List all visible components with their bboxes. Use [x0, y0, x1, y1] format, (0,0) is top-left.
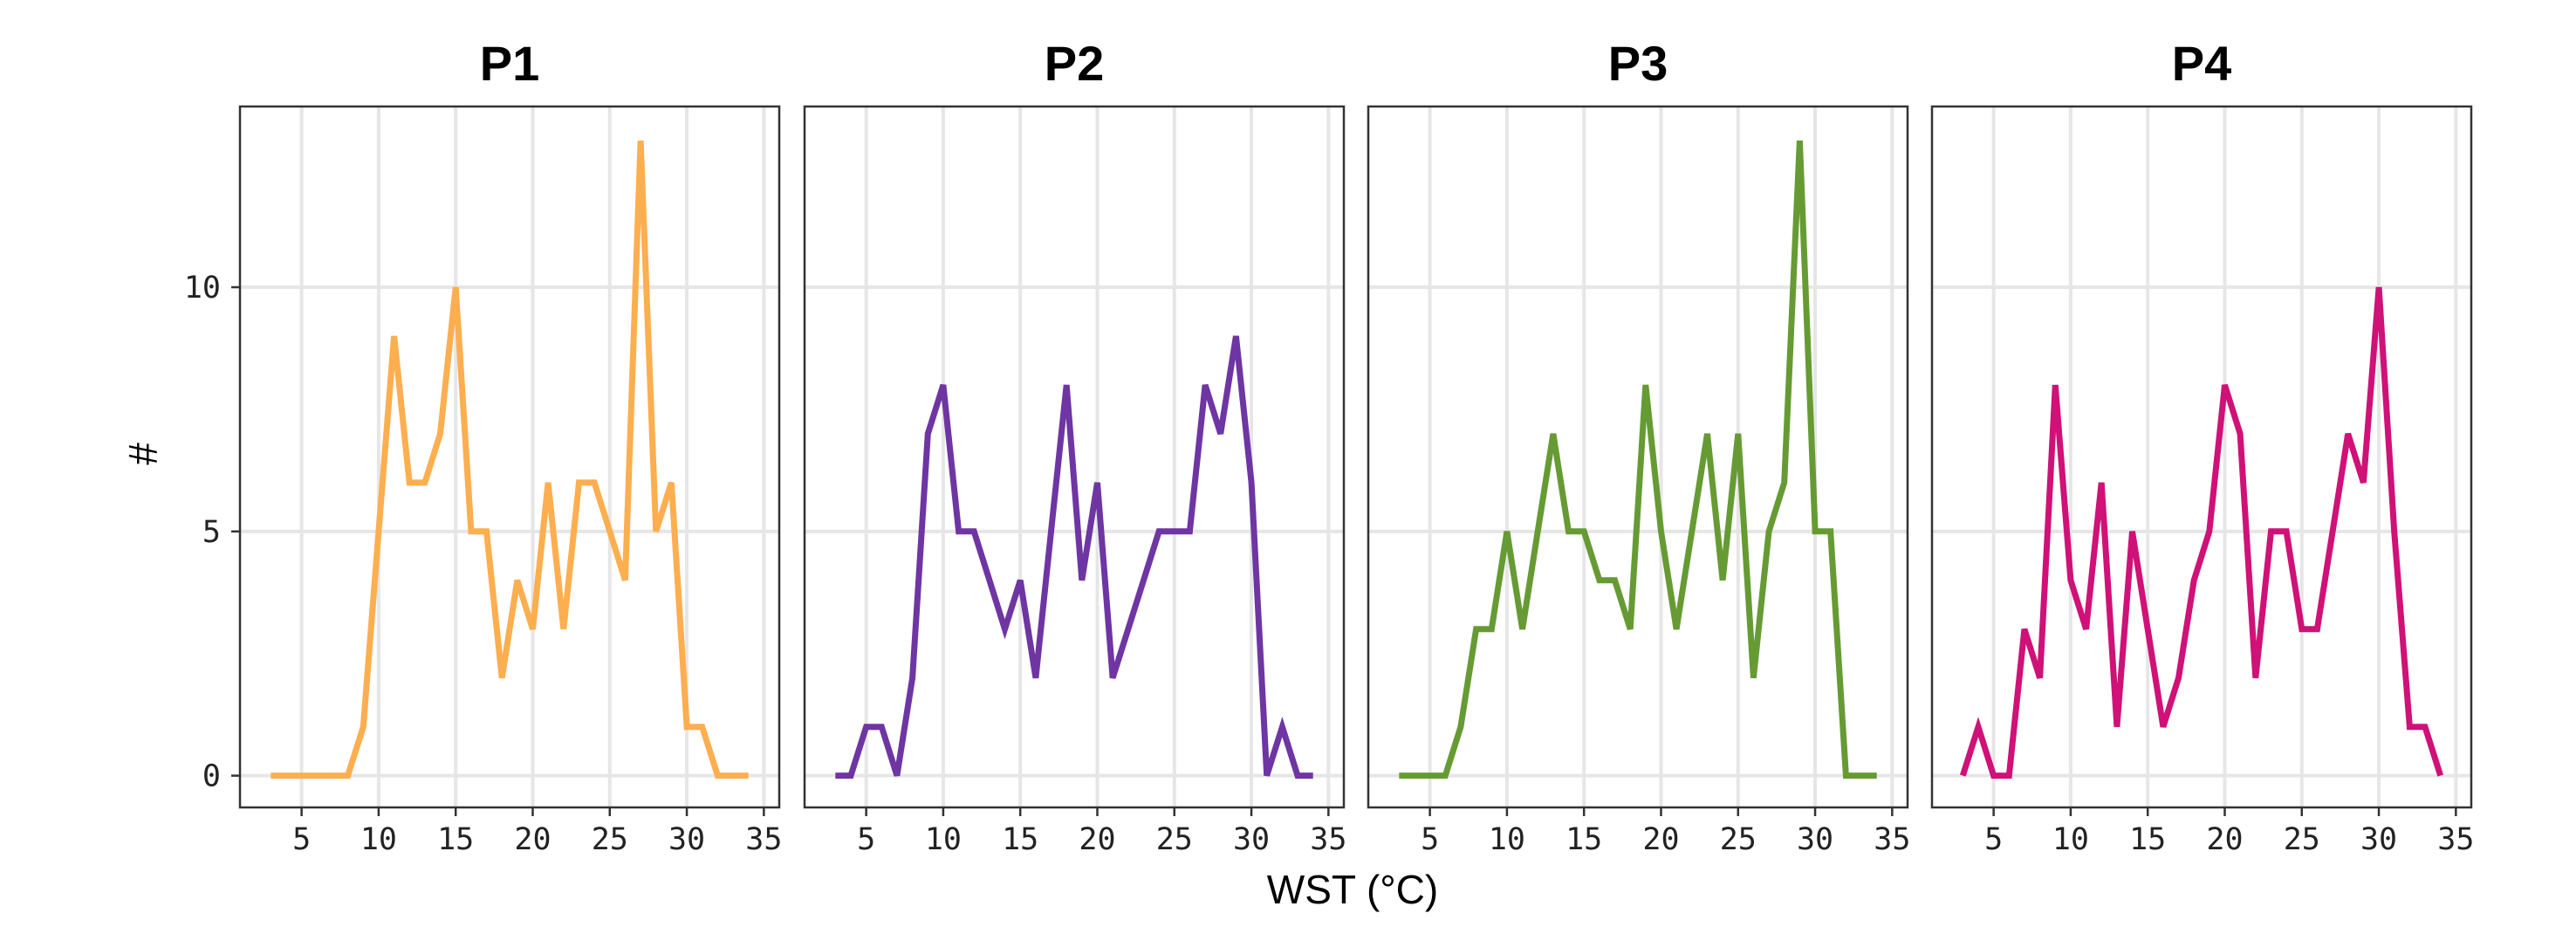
x-tick-label-25: 25: [1720, 822, 1757, 857]
panel-p3: 5 10 15 20 25 30 35 P3: [1367, 36, 1910, 857]
x-tick-label-35: 35: [2437, 822, 2474, 857]
panel-border: [1367, 105, 1909, 809]
series-line-p3: [1399, 141, 1877, 779]
x-tick-label-25: 25: [2284, 822, 2320, 857]
panel-title-p3: P3: [1608, 36, 1668, 91]
y-axis-title: #: [120, 443, 166, 465]
panels-layer: 5 10 15 20 25 30 35 P1 5 10 15 20 25 30 35 P2 5 10 15 20 25 3…: [238, 36, 2474, 857]
panel-p4: 5 10 15 20 25 30 35 P4: [1930, 36, 2474, 857]
x-tick-label-5: 5: [1421, 822, 1439, 857]
x-tick-label-10: 10: [925, 822, 962, 857]
panel-title-p4: P4: [2172, 36, 2232, 91]
series-line-p2: [835, 335, 1313, 779]
x-tick-label-5: 5: [857, 822, 875, 857]
y-axis: 0 5 10: [184, 271, 240, 794]
x-tick-label-10: 10: [2052, 822, 2089, 857]
x-tick-label-25: 25: [1156, 822, 1193, 857]
x-tick-label-10: 10: [360, 822, 397, 857]
x-tick-label-5: 5: [292, 822, 311, 857]
panel-border: [238, 105, 781, 809]
x-tick-label-35: 35: [1874, 822, 1910, 857]
panel-background: [1932, 106, 2471, 807]
x-tick-label-20: 20: [1642, 822, 1679, 857]
x-tick-label-30: 30: [1233, 822, 1270, 857]
x-tick-label-20: 20: [514, 822, 551, 857]
series-line-p4: [1959, 286, 2444, 779]
series-line-p1: [271, 141, 749, 779]
x-tick-label-10: 10: [1489, 822, 1525, 857]
x-tick-label-15: 15: [1002, 822, 1038, 857]
panel-background: [240, 106, 779, 807]
x-tick-label-15: 15: [2129, 822, 2166, 857]
x-axis-title: WST (°C): [1267, 867, 1438, 912]
x-tick-label-35: 35: [1310, 822, 1346, 857]
x-tick-label-5: 5: [1984, 822, 2003, 857]
x-tick-label-30: 30: [668, 822, 705, 857]
x-tick-label-25: 25: [592, 822, 628, 857]
x-tick-label-35: 35: [745, 822, 782, 857]
panel-background: [1368, 106, 1908, 807]
x-tick-label-15: 15: [1565, 822, 1602, 857]
x-tick-label-30: 30: [2360, 822, 2397, 857]
panel-p1: 5 10 15 20 25 30 35 P1: [238, 36, 782, 857]
x-tick-label-20: 20: [1079, 822, 1115, 857]
y-tick-label-10: 10: [184, 271, 221, 306]
y-tick-label-0: 0: [202, 759, 221, 794]
panel-title-p1: P1: [480, 36, 540, 91]
x-tick-label-20: 20: [2206, 822, 2243, 857]
panel-p2: 5 10 15 20 25 30 35 P2: [803, 36, 1346, 857]
panel-border: [1930, 105, 2473, 809]
panel-title-p2: P2: [1045, 36, 1105, 91]
x-tick-label-30: 30: [1797, 822, 1833, 857]
x-tick-label-15: 15: [437, 822, 474, 857]
y-tick-label-5: 5: [202, 515, 221, 550]
panel-border: [803, 105, 1346, 809]
